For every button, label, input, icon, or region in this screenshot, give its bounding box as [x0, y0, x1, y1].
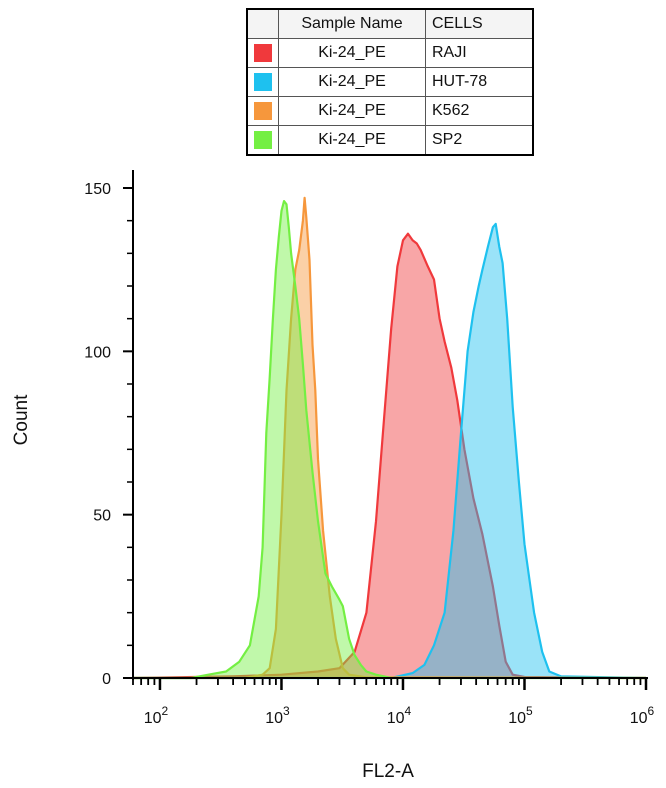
legend-sample-name: Ki-24_PE	[278, 125, 426, 156]
legend-cell-name: SP2	[425, 125, 534, 156]
legend-sample-name: Ki-24_PE	[278, 96, 426, 126]
legend-cell-name: K562	[425, 96, 534, 126]
legend-header-blank	[246, 8, 279, 39]
y-tick-label: 100	[84, 344, 111, 361]
legend-swatch-k562	[254, 101, 272, 120]
y-tick-label: 50	[93, 508, 111, 525]
y-tick-label: 150	[84, 181, 111, 198]
legend-header-row: Sample Name CELLS	[246, 8, 534, 39]
x-tick-label: 102	[144, 704, 169, 727]
legend-swatch-hut78	[254, 72, 272, 91]
x-tick-label: 105	[508, 704, 533, 727]
series-area-raji	[133, 233, 646, 678]
x-tick-label: 106	[630, 704, 655, 727]
legend-sample-name: Ki-24_PE	[278, 67, 426, 97]
legend-row-raji: Ki-24_PE RAJI	[246, 38, 534, 68]
legend-row-sp2: Ki-24_PE SP2	[246, 125, 534, 156]
x-tick-label: 104	[387, 704, 412, 727]
series-line-sp2	[133, 200, 646, 680]
x-axis-label: FL2-A	[362, 761, 414, 782]
series-area-hut78	[133, 223, 646, 678]
legend-swatch-raji	[254, 43, 272, 62]
x-tick-label: 103	[265, 704, 290, 727]
legend-row-k562: Ki-24_PE K562	[246, 96, 534, 126]
y-tick-label: 0	[102, 671, 111, 688]
axis-layer: 0 50 100 150 102 103 104 105 106	[84, 170, 655, 727]
legend-row-hut78: Ki-24_PE HUT-78	[246, 67, 534, 97]
series-layer	[132, 196, 647, 680]
series-line-hut78	[133, 222, 647, 680]
series-line-k562	[133, 196, 647, 680]
legend-cell-name: RAJI	[425, 38, 534, 68]
legend-table: Sample Name CELLS Ki-24_PE RAJI Ki-24_PE…	[246, 8, 534, 156]
legend-swatch-sp2	[254, 130, 272, 149]
legend-sample-name: Ki-24_PE	[278, 38, 426, 68]
y-axis-label: Count	[11, 394, 32, 445]
legend-header-sample-name: Sample Name	[278, 8, 426, 39]
